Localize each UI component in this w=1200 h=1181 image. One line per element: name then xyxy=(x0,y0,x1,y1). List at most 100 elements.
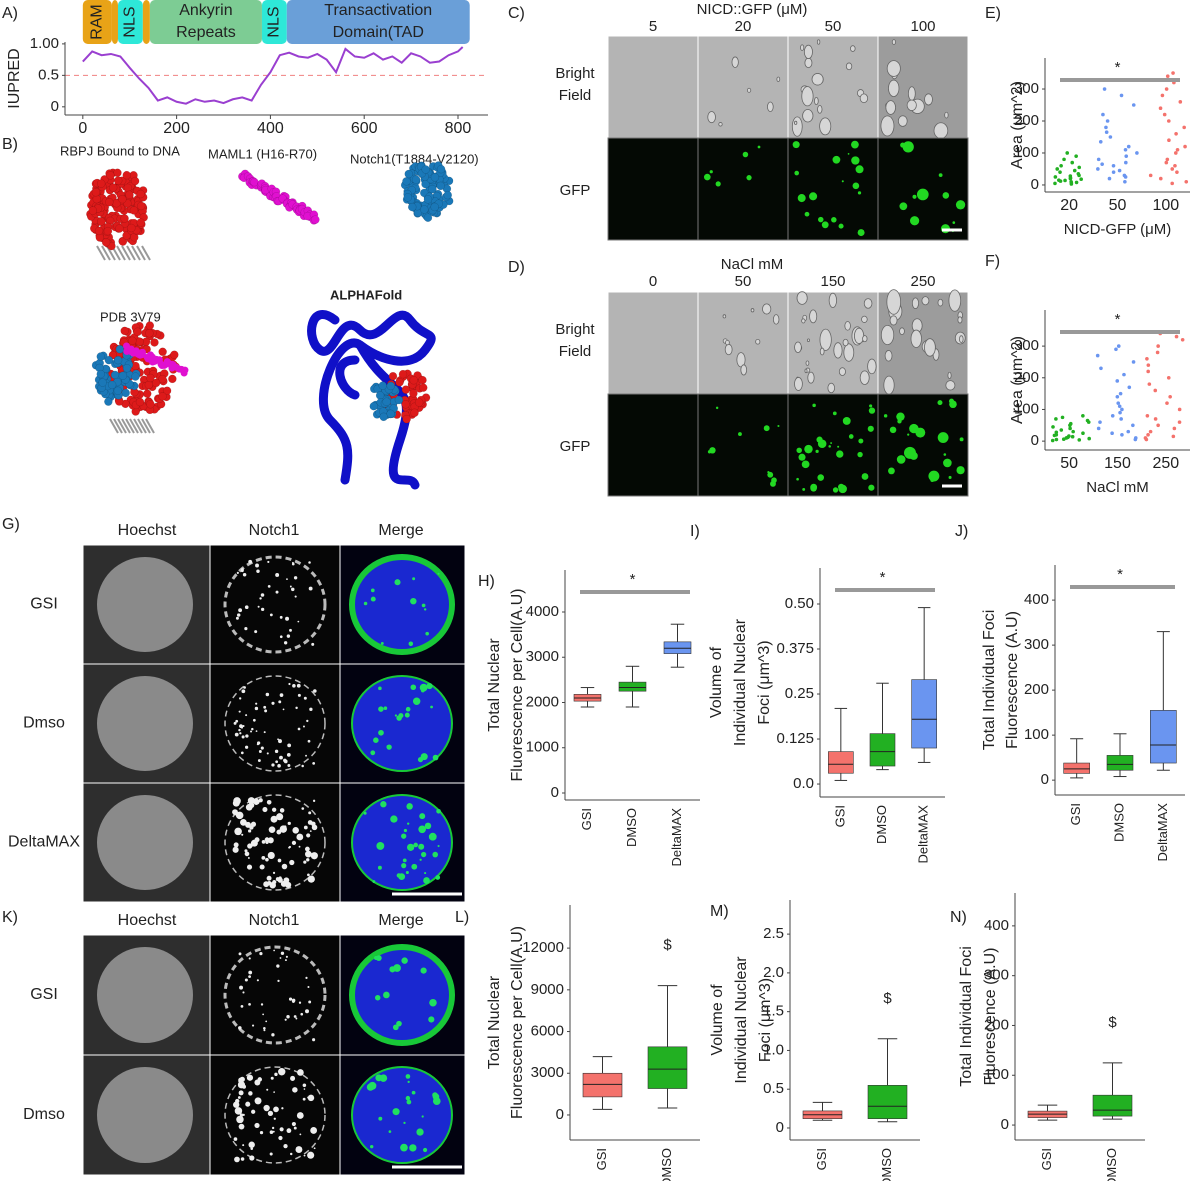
gfp-droplet xyxy=(896,455,906,464)
notch1-speck xyxy=(272,808,275,811)
y-axis-label: Foci (μm^3) xyxy=(757,978,774,1062)
point xyxy=(1168,394,1172,399)
atom xyxy=(410,408,419,418)
gfp-droplet xyxy=(888,467,895,475)
droplet xyxy=(854,327,865,344)
notch1-speck xyxy=(266,1088,269,1091)
droplet xyxy=(794,120,798,125)
notch1-speck xyxy=(260,593,265,597)
notch1-speck xyxy=(296,833,304,841)
membrane xyxy=(224,675,326,772)
merge-speck xyxy=(400,1143,408,1152)
merge-speck xyxy=(405,706,411,712)
dna xyxy=(113,418,123,434)
atom xyxy=(122,170,132,180)
notch1-speck xyxy=(257,605,260,608)
significance-label: $ xyxy=(1108,1014,1117,1031)
atom xyxy=(118,237,128,246)
notch1-speck xyxy=(234,1156,240,1163)
notch1-speck xyxy=(279,825,288,833)
point xyxy=(1054,432,1059,437)
droplet xyxy=(845,62,853,71)
point xyxy=(1153,417,1158,421)
y-tick-label: 100 xyxy=(1014,400,1039,417)
panel-label: F) xyxy=(985,253,1000,270)
gfp-droplet xyxy=(937,400,943,406)
merge-speck xyxy=(383,706,388,710)
atom xyxy=(170,350,179,359)
notch1-speck xyxy=(284,959,287,962)
y-tick-label: 200 xyxy=(1024,681,1049,698)
notch1-speck xyxy=(286,634,291,638)
notch1-speck xyxy=(271,1126,275,1130)
notch1-speck xyxy=(312,799,316,802)
droplet xyxy=(859,93,869,104)
notch1-speck xyxy=(306,833,311,838)
gfp-droplet xyxy=(738,432,742,436)
point xyxy=(1145,413,1150,418)
panel-label: G) xyxy=(2,516,20,533)
point xyxy=(1131,103,1136,107)
notch1-speck xyxy=(285,616,290,621)
notch1-speck xyxy=(238,728,241,732)
significance-label: * xyxy=(630,571,636,588)
notch1-speck xyxy=(244,849,248,853)
gfp-droplet xyxy=(912,194,917,199)
x-tick-label: GSI xyxy=(1068,803,1083,825)
notch1-speck xyxy=(254,1122,260,1129)
y-tick-label: 0 xyxy=(1001,1116,1009,1133)
atom xyxy=(107,380,117,390)
point xyxy=(1071,429,1075,434)
notch1-speck xyxy=(283,641,288,645)
notch1-speck xyxy=(289,859,295,866)
notch1-image xyxy=(209,934,341,1056)
notch1-speck xyxy=(288,846,291,849)
droplet xyxy=(884,350,893,362)
droplet xyxy=(809,309,818,324)
dna xyxy=(141,418,151,434)
notch1-speck xyxy=(267,837,274,844)
row-label: Dmso xyxy=(23,715,65,732)
row-label: GSI xyxy=(30,596,58,613)
notch1-speck xyxy=(306,858,310,862)
notch1-speck xyxy=(249,1155,255,1161)
dna xyxy=(121,245,131,261)
droplet xyxy=(794,377,803,391)
atom xyxy=(106,171,115,180)
nucleus xyxy=(97,557,193,652)
notch1-speck xyxy=(238,1090,244,1096)
notch1-speck xyxy=(254,1097,262,1105)
y-tick-label: 1000 xyxy=(526,739,559,756)
point xyxy=(1126,144,1131,149)
atom xyxy=(110,370,120,380)
gfp-image xyxy=(877,393,969,497)
point xyxy=(1162,112,1167,117)
gfp-droplet xyxy=(948,475,952,479)
droplet xyxy=(842,338,849,347)
merge-speck xyxy=(392,1108,400,1116)
notch1-speck xyxy=(274,1072,278,1077)
gfp-droplet xyxy=(868,407,876,414)
point xyxy=(1183,144,1187,149)
notch1-speck xyxy=(293,576,298,580)
merge-speck xyxy=(378,1116,383,1121)
domain xyxy=(82,0,112,44)
point xyxy=(1054,437,1059,442)
y-axis-label: Total Nuclear xyxy=(486,638,503,732)
notch1-speck xyxy=(256,569,260,573)
notch1-speck xyxy=(309,830,312,832)
notch1-speck xyxy=(302,1083,307,1088)
dna xyxy=(125,418,135,434)
dna xyxy=(121,418,131,434)
point xyxy=(1068,174,1073,178)
atom xyxy=(163,360,171,368)
notch1-speck xyxy=(286,578,288,581)
notch1-speck xyxy=(234,827,242,836)
x-tick-label: DeltaMAX xyxy=(1155,803,1170,862)
significance-label: * xyxy=(1115,59,1121,76)
point xyxy=(1160,93,1165,98)
notch1-speck xyxy=(247,843,253,849)
atom xyxy=(101,238,111,247)
atom xyxy=(108,183,118,192)
notch1-speck xyxy=(240,726,244,729)
